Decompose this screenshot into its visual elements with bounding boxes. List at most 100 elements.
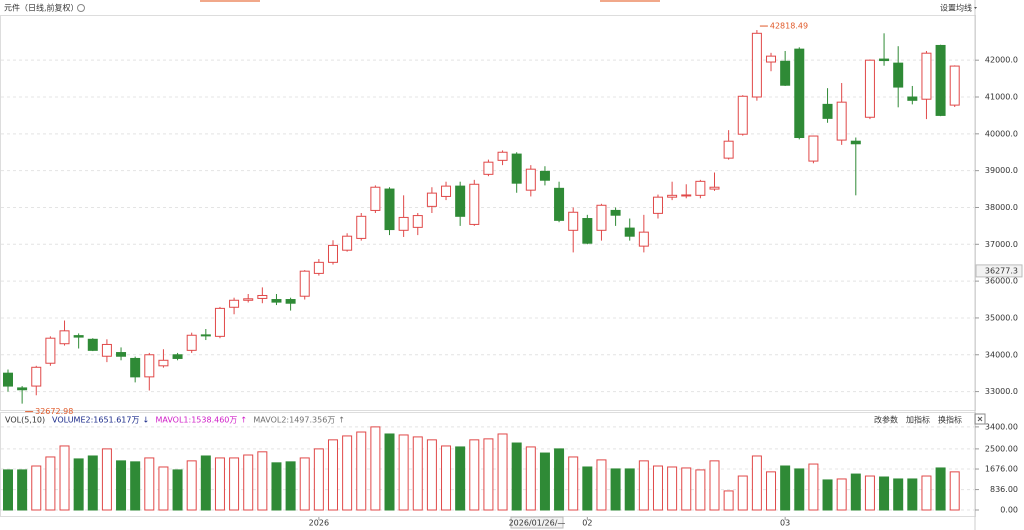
volume-bar — [130, 461, 141, 511]
x-tick-label: 03 — [780, 519, 790, 528]
y-tick-label: 2500.00 — [985, 444, 1018, 453]
volume-bar — [144, 457, 155, 511]
volume-bar — [554, 448, 565, 511]
volume-bar — [356, 431, 367, 511]
volume-bar — [313, 448, 324, 511]
volume-bar — [667, 466, 678, 511]
candle-body — [130, 357, 141, 378]
volume-bar — [525, 446, 536, 511]
volume-bar — [709, 460, 720, 511]
candle-body — [766, 55, 777, 63]
volume-bar — [483, 438, 494, 511]
volume-bar — [327, 439, 338, 511]
settings-icon[interactable] — [77, 4, 85, 12]
candle-body — [73, 335, 84, 338]
dropdown-icon[interactable] — [974, 7, 977, 9]
volume-bar — [596, 459, 607, 511]
candle-body — [935, 44, 946, 116]
candle-body — [271, 299, 282, 303]
y-tick-label: 35000.0 — [985, 313, 1018, 322]
volume-bar — [511, 442, 522, 511]
volume-bar — [610, 468, 621, 511]
candle-body — [59, 330, 70, 345]
volume-bar — [342, 435, 353, 511]
candle-body — [17, 387, 28, 391]
y-tick-label: 0.00 — [1000, 506, 1018, 515]
y-tick-label: 34000.0 — [985, 350, 1018, 359]
candle-body — [921, 52, 932, 100]
candle-body — [596, 204, 607, 231]
candle-body — [285, 299, 296, 304]
candle-body — [243, 298, 254, 301]
x-tick-label: 2026 — [309, 519, 329, 528]
candle-body — [949, 65, 960, 106]
volume-bar — [426, 439, 437, 511]
candle-body — [469, 183, 480, 225]
close-button[interactable] — [974, 413, 986, 425]
volume-bar — [398, 434, 409, 511]
y-tick-label: 40000.0 — [985, 129, 1018, 138]
candle-body — [850, 140, 861, 145]
candle-body — [398, 216, 409, 231]
legend-entry: MAVOL2:1497.356万 — [253, 416, 335, 425]
y-tick-label: 3400.00 — [985, 422, 1018, 431]
volume-bar — [568, 456, 579, 511]
volume-bar — [582, 466, 593, 511]
y-tick-label: 37000.0 — [985, 240, 1018, 249]
volume-bar — [172, 469, 183, 511]
volume-bar — [539, 452, 550, 511]
candle-body — [45, 337, 56, 364]
crosshair-price-box — [975, 264, 1023, 278]
candle-body — [384, 188, 395, 231]
indicator-button[interactable]: 换指标 — [938, 415, 962, 425]
volume-bar — [469, 439, 480, 511]
y-tick-label: 39000.0 — [985, 166, 1018, 175]
indicator-button[interactable]: 改参数 — [874, 415, 898, 425]
volume-bar — [17, 469, 28, 511]
candle-body — [794, 48, 805, 139]
legend-entry: MAVOL1:1538.460万 — [155, 416, 237, 425]
ma-setting[interactable]: 设置均线 — [940, 3, 972, 13]
candle-body — [426, 192, 437, 207]
volume-bar — [794, 468, 805, 511]
candle-body — [87, 338, 98, 351]
volume-bar — [624, 468, 635, 511]
volume-bar — [31, 465, 42, 511]
indicator-name: VOL(5,10) — [5, 416, 45, 425]
candle-body — [652, 196, 663, 214]
candle-body — [257, 294, 268, 299]
volume-bar — [200, 455, 211, 511]
volume-bar — [285, 461, 296, 511]
candle-body — [229, 299, 240, 308]
candle-body — [483, 161, 494, 175]
legend-arrow: ↑ — [338, 416, 345, 425]
y-tick-label: 38000.0 — [985, 203, 1018, 212]
candle-body — [31, 366, 42, 387]
candle-body — [638, 231, 649, 247]
candle-body — [610, 209, 621, 216]
volume-bar — [441, 445, 452, 511]
candle-body — [780, 60, 791, 86]
volume-bar — [384, 433, 395, 511]
close-icon[interactable] — [977, 416, 983, 422]
volume-bar — [893, 478, 904, 511]
volume-bar — [73, 458, 84, 511]
candle-body — [200, 334, 211, 337]
volume-bar — [751, 455, 762, 511]
candle-body — [144, 354, 155, 378]
candle-body — [864, 59, 875, 118]
volume-bar — [59, 445, 70, 511]
candle-body — [313, 261, 324, 274]
volume-bar — [907, 478, 918, 511]
candle-body — [582, 218, 593, 244]
volume-bar — [370, 426, 381, 511]
volume-bar — [766, 471, 777, 511]
volume-bar — [949, 471, 960, 511]
volume-bar — [3, 469, 13, 511]
volume-bar — [808, 463, 819, 511]
volume-bar — [681, 467, 692, 511]
volume-bar — [299, 457, 310, 511]
indicator-button[interactable]: 加指标 — [906, 415, 930, 425]
crosshair-price: 36277.3 — [985, 266, 1018, 275]
